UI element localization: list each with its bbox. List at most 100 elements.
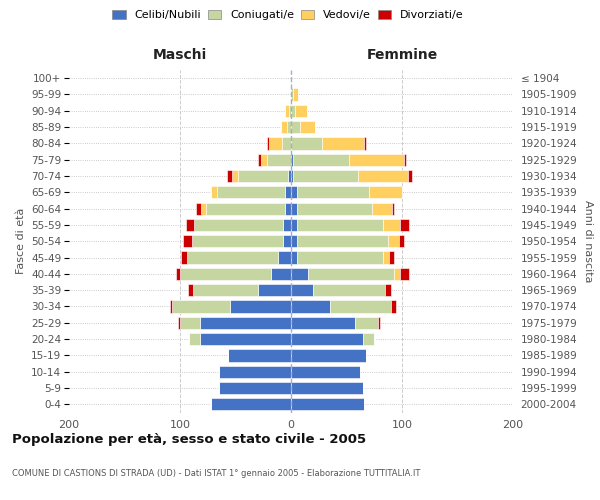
Bar xyxy=(192,235,283,248)
Bar xyxy=(189,333,200,345)
Bar xyxy=(291,252,296,264)
Bar xyxy=(283,219,291,231)
Text: Maschi: Maschi xyxy=(153,48,207,62)
Bar xyxy=(308,268,394,280)
Bar xyxy=(193,284,258,296)
Bar xyxy=(296,252,383,264)
Bar xyxy=(355,316,377,329)
Bar xyxy=(188,284,193,296)
Bar xyxy=(211,186,217,198)
Bar xyxy=(392,202,394,214)
Bar xyxy=(282,138,291,149)
Bar xyxy=(296,186,369,198)
Y-axis label: Anni di nascita: Anni di nascita xyxy=(583,200,593,282)
Bar xyxy=(289,104,291,117)
Bar xyxy=(291,154,293,166)
Bar xyxy=(291,300,330,312)
Bar xyxy=(291,350,367,362)
Bar xyxy=(291,333,363,345)
Bar xyxy=(398,235,404,248)
Bar xyxy=(300,121,316,133)
Bar xyxy=(287,170,291,182)
Bar xyxy=(385,284,391,296)
Bar xyxy=(176,268,180,280)
Bar xyxy=(291,202,296,214)
Bar xyxy=(232,170,238,182)
Bar xyxy=(287,121,291,133)
Bar xyxy=(291,88,293,101)
Bar xyxy=(291,398,364,410)
Bar xyxy=(180,268,271,280)
Bar xyxy=(349,154,404,166)
Bar xyxy=(196,202,201,214)
Bar xyxy=(291,284,313,296)
Bar xyxy=(281,121,287,133)
Bar xyxy=(258,154,261,166)
Bar xyxy=(296,202,372,214)
Bar xyxy=(295,104,307,117)
Bar xyxy=(200,333,291,345)
Text: COMUNE DI CASTIONS DI STRADA (UD) - Dati ISTAT 1° gennaio 2005 - Elaborazione TU: COMUNE DI CASTIONS DI STRADA (UD) - Dati… xyxy=(12,469,421,478)
Bar xyxy=(227,170,232,182)
Bar xyxy=(258,284,291,296)
Bar xyxy=(293,88,298,101)
Bar xyxy=(217,186,286,198)
Bar xyxy=(201,202,206,214)
Text: Femmine: Femmine xyxy=(367,48,437,62)
Bar xyxy=(383,252,389,264)
Bar xyxy=(291,219,296,231)
Bar xyxy=(178,316,180,329)
Legend: Celibi/Nubili, Coniugati/e, Vedovi/e, Divorziati/e: Celibi/Nubili, Coniugati/e, Vedovi/e, Di… xyxy=(108,6,468,25)
Bar xyxy=(180,316,200,329)
Bar xyxy=(184,235,192,248)
Bar xyxy=(358,170,407,182)
Text: Popolazione per età, sesso e stato civile - 2005: Popolazione per età, sesso e stato civil… xyxy=(12,432,366,446)
Bar xyxy=(400,219,409,231)
Bar xyxy=(291,382,363,394)
Bar xyxy=(170,300,172,312)
Bar xyxy=(238,170,287,182)
Bar xyxy=(293,170,358,182)
Bar xyxy=(291,104,295,117)
Bar xyxy=(219,382,291,394)
Bar xyxy=(286,186,291,198)
Bar xyxy=(313,284,385,296)
Bar xyxy=(291,186,296,198)
Bar xyxy=(286,202,291,214)
Y-axis label: Fasce di età: Fasce di età xyxy=(16,208,26,274)
Bar xyxy=(296,219,383,231)
Bar xyxy=(391,300,397,312)
Bar xyxy=(261,154,266,166)
Bar xyxy=(206,202,286,214)
Bar xyxy=(286,104,289,117)
Bar xyxy=(172,300,230,312)
Bar xyxy=(194,219,283,231)
Bar xyxy=(187,252,278,264)
Bar xyxy=(291,170,293,182)
Bar xyxy=(330,300,391,312)
Bar xyxy=(389,252,394,264)
Bar xyxy=(266,154,291,166)
Bar xyxy=(230,300,291,312)
Bar xyxy=(291,235,296,248)
Bar xyxy=(200,316,291,329)
Bar xyxy=(228,350,291,362)
Bar xyxy=(296,235,388,248)
Bar xyxy=(388,235,398,248)
Bar xyxy=(219,366,291,378)
Bar xyxy=(291,268,308,280)
Bar xyxy=(383,219,400,231)
Bar xyxy=(271,268,291,280)
Bar xyxy=(394,268,400,280)
Bar xyxy=(293,154,349,166)
Bar xyxy=(372,202,392,214)
Bar xyxy=(291,121,300,133)
Bar xyxy=(400,268,409,280)
Bar xyxy=(368,186,402,198)
Bar xyxy=(291,316,355,329)
Bar xyxy=(407,170,412,182)
Bar xyxy=(211,398,291,410)
Bar xyxy=(291,138,322,149)
Bar xyxy=(404,154,406,166)
Bar xyxy=(322,138,364,149)
